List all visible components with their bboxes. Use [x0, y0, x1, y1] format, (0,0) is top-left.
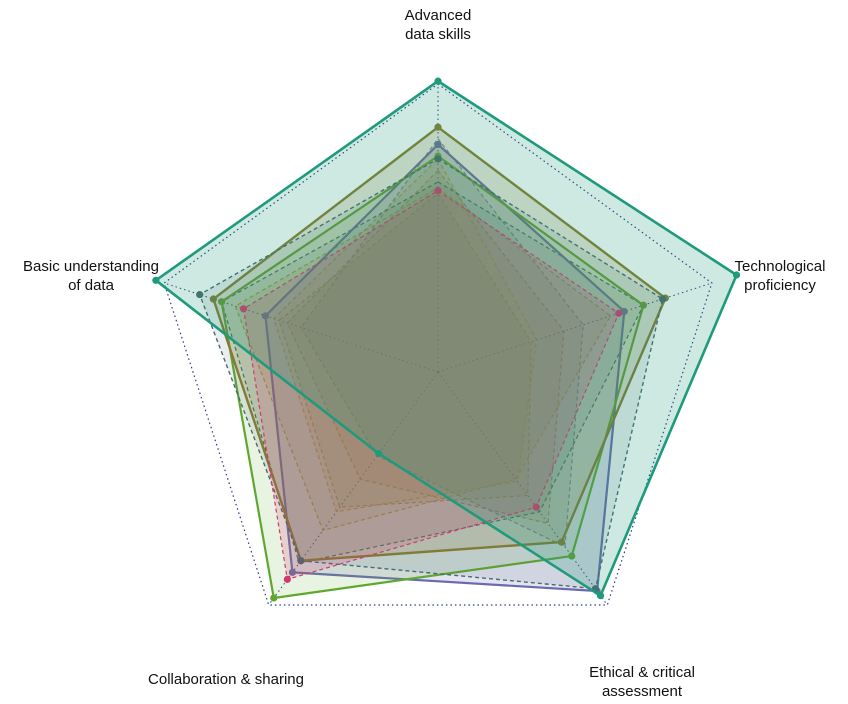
outer-outline: [163, 83, 713, 606]
series-11-point-3: [532, 503, 540, 511]
axis-label-3-line-1: Ethical & critical: [589, 664, 695, 681]
series-7-point-1: [434, 140, 442, 149]
series-7-point-5: [261, 312, 270, 320]
axis-label-2-line-1: Technological: [735, 258, 826, 275]
series-11-point-1: [434, 186, 442, 195]
series-12-point-1: [434, 77, 442, 85]
axis-label-5-line-2: of data: [68, 277, 115, 294]
series-7-point-2: [620, 307, 628, 316]
series-12-point-2: [732, 271, 741, 279]
series-8-area: [220, 154, 645, 600]
axis-label-3: Ethical & critical assessment: [589, 664, 695, 700]
axis-spoke-4: [268, 371, 439, 606]
series-8-point-4: [270, 594, 278, 602]
series-11-point-2: [615, 309, 623, 317]
series-5-area: [234, 187, 612, 532]
series-11-area: [242, 189, 620, 580]
series-10-point-5: [196, 290, 204, 299]
series-7-area: [264, 143, 626, 593]
series-12-point-4: [375, 449, 383, 458]
series-11: [239, 186, 623, 583]
series-11-point-4: [283, 575, 291, 583]
series-8: [218, 152, 648, 602]
series-12: [152, 77, 741, 600]
series-9-area: [212, 125, 667, 562]
series-12-point-5: [152, 276, 160, 284]
series-12-point-3: [596, 592, 605, 600]
axis-label-1: Advanced data skills: [405, 7, 472, 43]
series-group: [152, 77, 741, 602]
series-9-point-5: [209, 295, 217, 303]
series-5: [234, 187, 612, 532]
series-6-area: [221, 181, 645, 564]
axis-labels-group: Advanced data skills Technological proficie…: [23, 7, 825, 700]
axis-label-1-line-1: Advanced: [405, 7, 472, 24]
axis-label-5: Basic understanding of data: [23, 258, 159, 294]
series-1-area: [300, 138, 584, 548]
outer-outline-group: [163, 83, 713, 606]
series-9-point-3: [557, 538, 566, 546]
series-8-point-2: [639, 301, 648, 309]
series-7-point-4: [288, 568, 297, 576]
axis-label-4-line-1: Collaboration & sharing: [148, 671, 304, 688]
series-12-area: [154, 79, 738, 597]
series-6: [221, 181, 645, 564]
axis-label-3-line-2: assessment: [602, 683, 683, 700]
axis-label-4: Collaboration & sharing: [148, 671, 304, 688]
series-10-point-2: [659, 295, 667, 303]
axis-spoke-5: [163, 282, 439, 373]
series-9-point-1: [434, 123, 442, 131]
axis-label-1-line-2: data skills: [405, 26, 471, 43]
series-3: [278, 192, 532, 508]
axis-label-2-line-2: proficiency: [744, 277, 816, 294]
axis-label-2: Technological proficiency: [735, 258, 826, 294]
series-8-point-3: [568, 552, 576, 560]
series-10-point-1: [434, 155, 442, 163]
series-8-point-5: [218, 298, 226, 306]
series-11-point-5: [239, 305, 248, 313]
axis-spoke-3: [437, 371, 608, 606]
series-3-area: [278, 192, 532, 508]
axis-label-5-line-1: Basic understanding: [23, 258, 159, 275]
series-10-point-4: [297, 557, 305, 565]
series-1: [300, 138, 584, 548]
